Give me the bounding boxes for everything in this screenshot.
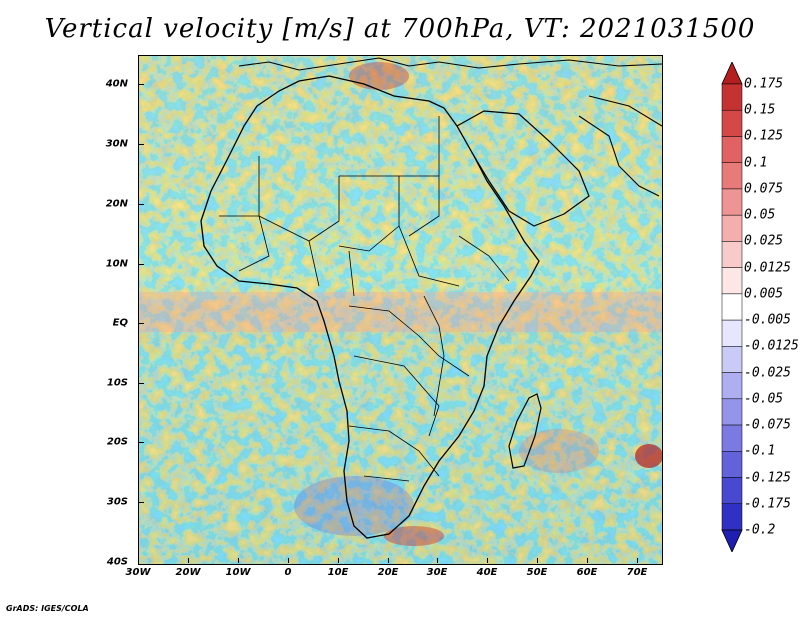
colorbar-segment — [721, 136, 743, 163]
x-label-70e: 70E — [626, 567, 648, 578]
x-label-50e: 50E — [526, 567, 548, 578]
colorbar-label: -0.005 — [744, 312, 791, 328]
colorbar-segment — [721, 346, 743, 373]
x-tick — [338, 558, 339, 563]
colorbar-bottom-arrow — [721, 529, 743, 552]
cape-feature — [384, 526, 444, 546]
colorbar-segment — [721, 503, 743, 531]
x-label-20w: 20W — [175, 567, 201, 578]
arabia-coastline — [456, 110, 590, 227]
colorbar-label: -0.1 — [744, 443, 776, 459]
colorbar-label: -0.025 — [744, 365, 791, 381]
x-tick — [637, 558, 638, 563]
colorbar-label: -0.05 — [744, 391, 784, 407]
colorbar-label: -0.0125 — [744, 338, 799, 354]
cyclone-feature — [635, 444, 662, 468]
y-label-30n: 30N — [105, 138, 128, 150]
colorbar-label: -0.125 — [744, 470, 791, 486]
y-tick — [138, 442, 144, 443]
madagascar-coastline — [508, 393, 542, 469]
x-label-60e: 60E — [576, 567, 598, 578]
colorbar-segment — [721, 214, 743, 242]
colorbar-segment — [721, 424, 743, 452]
madagascar-feature — [519, 429, 599, 473]
colorbar-label: 0.05 — [744, 207, 776, 223]
colorbar-segment — [721, 267, 743, 295]
y-label-30s: 30S — [106, 496, 128, 508]
y-label-10s: 10S — [106, 377, 128, 389]
colorbar-segment — [721, 451, 743, 478]
y-tick — [138, 502, 144, 503]
y-tick — [138, 204, 144, 205]
x-tick — [288, 558, 289, 563]
x-tick — [188, 558, 189, 563]
colorbar-label: -0.075 — [744, 417, 791, 433]
colorbar-segment — [721, 372, 743, 400]
y-tick — [138, 144, 144, 145]
colorbar-label: 0.005 — [744, 286, 784, 302]
colorbar-label: 0.075 — [744, 181, 784, 197]
y-label-20s: 20S — [106, 436, 128, 448]
europe-coastline — [238, 57, 662, 71]
colorbar-segment — [721, 83, 743, 111]
colorbar-label: 0.125 — [744, 128, 784, 144]
velocity-field-map — [139, 56, 662, 564]
field-noise-texture — [139, 56, 662, 564]
colorbar-segment — [721, 241, 743, 268]
itcz-band — [139, 292, 662, 332]
colorbar-label: -0.175 — [744, 496, 791, 512]
subsidence-feature — [294, 476, 414, 536]
colorbar-segment — [721, 188, 743, 216]
x-tick — [238, 558, 239, 563]
colorbar-segment — [721, 162, 743, 190]
colorbar-label: 0.025 — [744, 233, 784, 249]
y-label-40s: 40S — [106, 556, 128, 568]
colorbar-label: -0.2 — [744, 522, 776, 538]
x-label-30w: 30W — [125, 567, 151, 578]
x-tick — [487, 558, 488, 563]
x-label-20e: 20E — [377, 567, 399, 578]
x-label-0: 0 — [284, 567, 292, 578]
y-tick — [138, 264, 144, 265]
mediterranean-feature — [349, 62, 409, 90]
map-plot-area — [138, 55, 663, 565]
colorbar-segment — [721, 398, 743, 426]
map-title: Vertical velocity [m/s] at 700hPa, VT: 2… — [44, 14, 756, 44]
y-label-40n: 40N — [105, 78, 128, 90]
country-borders — [219, 116, 510, 482]
x-tick — [388, 558, 389, 563]
y-label-20n: 20N — [105, 198, 128, 210]
colorbar-label: 0.15 — [744, 102, 776, 118]
colorbar-label: 0.175 — [744, 76, 784, 92]
x-tick — [537, 558, 538, 563]
y-tick — [138, 323, 144, 324]
y-tick — [138, 383, 144, 384]
colorbar-segment — [721, 109, 743, 137]
footer-credit: GrADS: IGES/COLA — [6, 604, 89, 613]
x-label-40e: 40E — [476, 567, 498, 578]
colorbar-top-arrow — [721, 62, 743, 85]
colorbar-segment — [721, 319, 743, 347]
y-tick — [138, 84, 144, 85]
x-label-10e: 10E — [327, 567, 349, 578]
colorbar-label: 0.0125 — [744, 260, 791, 276]
x-tick — [587, 558, 588, 563]
x-label-10w: 10W — [225, 567, 251, 578]
x-tick — [437, 558, 438, 563]
asia-coastline — [578, 95, 662, 197]
x-label-30e: 30E — [426, 567, 448, 578]
colorbar-segment — [721, 477, 743, 505]
y-label-eq: EQ — [112, 317, 128, 329]
y-label-10n: 10N — [105, 258, 128, 270]
africa-coastline — [200, 75, 540, 539]
colorbar-segment — [721, 293, 743, 321]
colorbar — [721, 62, 743, 552]
colorbar-label: 0.1 — [744, 155, 768, 171]
